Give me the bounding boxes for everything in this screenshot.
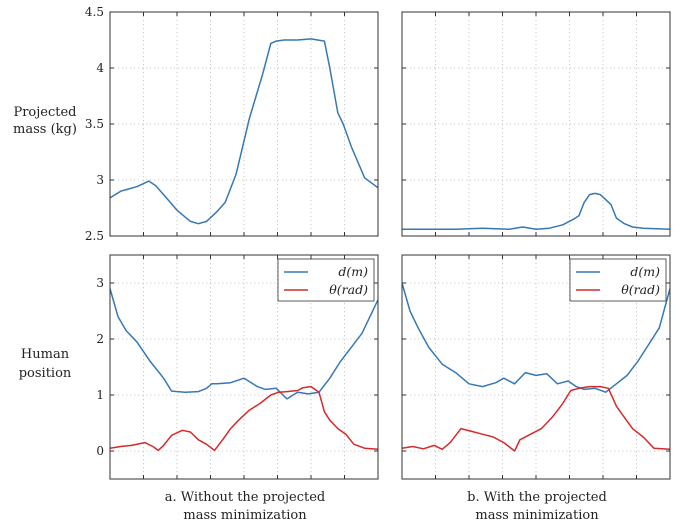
ytick-label: 1 xyxy=(96,388,104,402)
ytick-label: 4.5 xyxy=(85,5,104,19)
top-ylabel-line1: Projected xyxy=(13,105,76,120)
legend: d(m) θ(rad) xyxy=(569,258,667,302)
caption-b-line2: mass minimization xyxy=(475,508,599,523)
series-line-theta xyxy=(402,385,670,452)
series-line-d xyxy=(110,288,378,400)
legend-label: θ(rad) xyxy=(621,282,660,297)
top-ylabel-line2: mass (kg) xyxy=(13,122,77,137)
legend-box xyxy=(277,258,375,302)
caption-a-line1: a. Without the projected xyxy=(165,490,326,505)
panel-top-right xyxy=(401,11,671,237)
chart-panels: 2.5 3 3.5 4 4.5 0 1 2 3 d(m) θ(rad) d(m) θ(rad) xyxy=(85,5,671,480)
legend: d(m) θ(rad) xyxy=(277,258,375,302)
caption-a-line2: mass minimization xyxy=(183,508,307,523)
axes-frame xyxy=(401,11,671,237)
panel-bottom-left: 0 1 2 3 d(m) θ(rad) xyxy=(96,254,379,480)
series-line-d xyxy=(402,282,670,393)
ytick-label: 3.5 xyxy=(85,117,104,131)
axes-frame xyxy=(401,254,671,480)
ytick-label: 2.5 xyxy=(85,229,104,243)
legend-label: d(m) xyxy=(630,264,660,279)
bottom-ylabel-line2: position xyxy=(19,366,72,381)
axes-frame xyxy=(109,254,379,480)
caption-b-line1: b. With the projected xyxy=(467,490,607,505)
legend-box xyxy=(569,258,667,302)
ytick-label: 3 xyxy=(96,276,104,290)
ytick-label: 3 xyxy=(96,173,104,187)
series-line-d xyxy=(402,192,670,231)
legend-label: θ(rad) xyxy=(329,282,368,297)
series-line-theta xyxy=(110,385,378,452)
ytick-label: 0 xyxy=(96,444,104,458)
series-line-d xyxy=(110,38,378,225)
legend-label: d(m) xyxy=(338,264,368,279)
ytick-label: 2 xyxy=(96,332,104,346)
panel-bottom-right: d(m) θ(rad) xyxy=(401,254,671,480)
bottom-ylabel-line1: Human xyxy=(21,347,70,362)
axes-frame xyxy=(109,11,379,237)
ytick-label: 4 xyxy=(96,61,104,75)
panel-top-left: 2.5 3 3.5 4 4.5 xyxy=(85,5,379,243)
